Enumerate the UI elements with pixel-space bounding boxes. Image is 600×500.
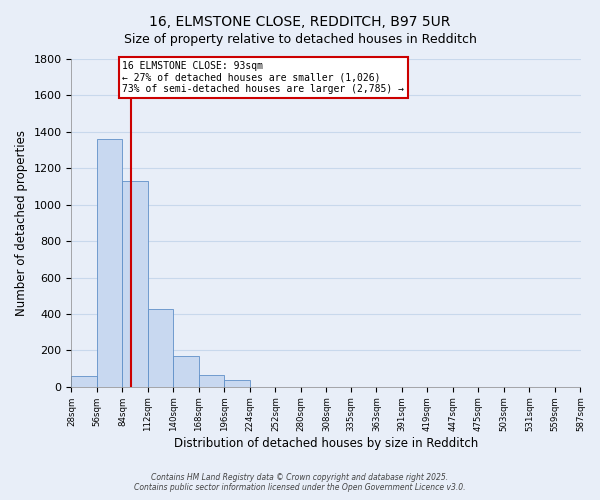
- X-axis label: Distribution of detached houses by size in Redditch: Distribution of detached houses by size …: [174, 437, 478, 450]
- Bar: [173, 356, 199, 387]
- Bar: [97, 139, 122, 387]
- Text: 16, ELMSTONE CLOSE, REDDITCH, B97 5UR: 16, ELMSTONE CLOSE, REDDITCH, B97 5UR: [149, 15, 451, 29]
- Y-axis label: Number of detached properties: Number of detached properties: [15, 130, 28, 316]
- Bar: [199, 375, 224, 387]
- Bar: [122, 181, 148, 387]
- Bar: [224, 380, 250, 387]
- Text: Contains HM Land Registry data © Crown copyright and database right 2025.
Contai: Contains HM Land Registry data © Crown c…: [134, 473, 466, 492]
- Bar: [148, 308, 173, 387]
- Text: Size of property relative to detached houses in Redditch: Size of property relative to detached ho…: [124, 32, 476, 46]
- Text: 16 ELMSTONE CLOSE: 93sqm
← 27% of detached houses are smaller (1,026)
73% of sem: 16 ELMSTONE CLOSE: 93sqm ← 27% of detach…: [122, 61, 404, 94]
- Bar: [71, 376, 97, 387]
